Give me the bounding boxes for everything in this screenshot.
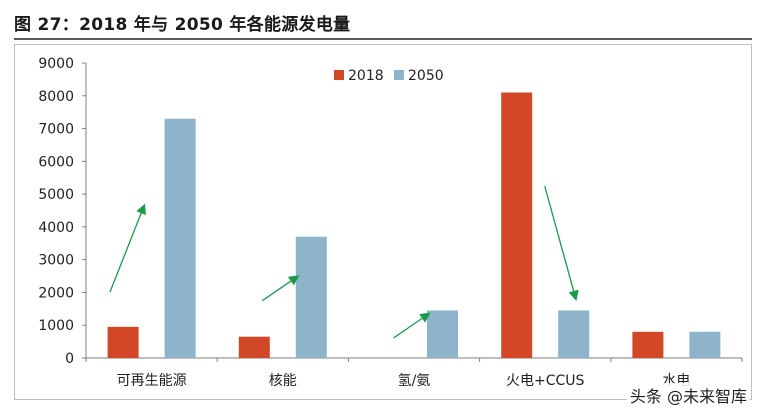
legend: 2018 2050 bbox=[334, 68, 444, 84]
chart-frame bbox=[14, 44, 752, 400]
bar-2050 bbox=[164, 118, 196, 358]
bars bbox=[107, 92, 721, 358]
x-axis: 可再生能源 核能 氢/氨 火电+CCUS 水电 bbox=[85, 357, 743, 389]
bar-2050 bbox=[295, 236, 327, 358]
y-tick-label: 3000 bbox=[38, 253, 74, 269]
y-tick-label: 9000 bbox=[38, 56, 74, 72]
y-tick-label: 4000 bbox=[38, 220, 74, 236]
title-divider bbox=[14, 38, 752, 40]
legend-label: 2018 bbox=[348, 68, 384, 84]
y-tick-label: 1000 bbox=[38, 318, 74, 334]
bar-2050 bbox=[689, 331, 721, 358]
annotation-arrows bbox=[109, 185, 579, 339]
y-tick-label: 2000 bbox=[38, 285, 74, 301]
x-category-label: 可再生能源 bbox=[117, 373, 187, 389]
bar-2050 bbox=[558, 310, 590, 358]
bar-2050 bbox=[427, 310, 458, 358]
trend-arrow-up bbox=[261, 275, 300, 302]
watermark: 头条 @未来智库 bbox=[626, 383, 750, 407]
bar-2018 bbox=[107, 326, 139, 358]
x-category-label: 火电+CCUS bbox=[506, 373, 585, 389]
y-tick-label: 8000 bbox=[38, 89, 74, 105]
y-tick-label: 6000 bbox=[38, 154, 74, 170]
legend-swatch bbox=[334, 70, 344, 80]
trend-arrow-up bbox=[109, 203, 146, 293]
bar-2018 bbox=[501, 92, 533, 358]
legend-swatch bbox=[394, 70, 404, 80]
trend-arrow-down bbox=[544, 185, 579, 301]
y-tick-label: 5000 bbox=[38, 187, 74, 203]
bar-2018 bbox=[632, 331, 664, 358]
y-tick-label: 7000 bbox=[38, 122, 74, 138]
y-axis: 0 1000 2000 3000 4000 5000 6000 7000 8000 9000 bbox=[38, 56, 87, 367]
legend-label: 2050 bbox=[408, 68, 444, 84]
x-category-label: 氢/氨 bbox=[398, 373, 431, 389]
y-tick-label: 0 bbox=[65, 351, 74, 367]
bar-2018 bbox=[238, 336, 270, 358]
trend-arrow-up bbox=[393, 312, 431, 339]
figure-title: 图 27：2018 年与 2050 年各能源发电量 bbox=[14, 15, 351, 35]
x-category-label: 核能 bbox=[269, 373, 297, 389]
